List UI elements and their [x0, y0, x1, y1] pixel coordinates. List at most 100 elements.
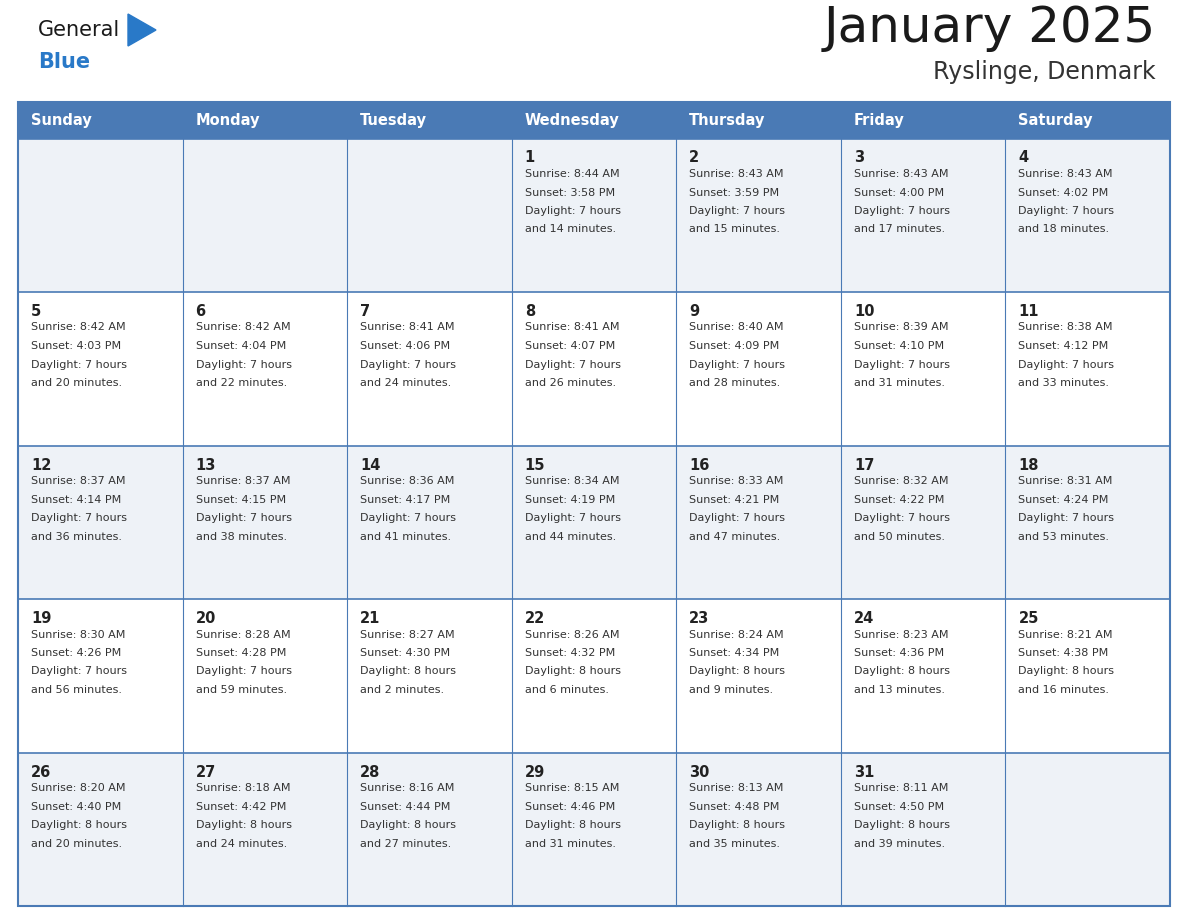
Text: and 13 minutes.: and 13 minutes.	[854, 685, 944, 695]
Text: Sunrise: 8:27 AM: Sunrise: 8:27 AM	[360, 630, 455, 640]
Text: Daylight: 7 hours: Daylight: 7 hours	[196, 513, 291, 523]
Text: Sunrise: 8:26 AM: Sunrise: 8:26 AM	[525, 630, 619, 640]
Text: Monday: Monday	[196, 113, 260, 128]
Text: Sunset: 4:02 PM: Sunset: 4:02 PM	[1018, 187, 1108, 197]
Text: 26: 26	[31, 765, 51, 779]
Text: Sunrise: 8:42 AM: Sunrise: 8:42 AM	[196, 322, 290, 332]
Bar	[18, 102, 1170, 906]
Text: Sunday: Sunday	[31, 113, 91, 128]
Text: and 17 minutes.: and 17 minutes.	[854, 225, 944, 234]
Bar	[18, 292, 1170, 445]
Text: Daylight: 7 hours: Daylight: 7 hours	[854, 513, 950, 523]
Bar	[18, 102, 1170, 139]
Text: and 24 minutes.: and 24 minutes.	[196, 838, 286, 848]
Text: and 33 minutes.: and 33 minutes.	[1018, 378, 1110, 388]
Text: and 22 minutes.: and 22 minutes.	[196, 378, 286, 388]
Bar	[18, 139, 1170, 292]
Text: 20: 20	[196, 611, 216, 626]
Text: 28: 28	[360, 765, 380, 779]
Text: and 38 minutes.: and 38 minutes.	[196, 532, 286, 542]
Text: and 31 minutes.: and 31 minutes.	[525, 838, 615, 848]
Text: and 31 minutes.: and 31 minutes.	[854, 378, 944, 388]
Text: and 41 minutes.: and 41 minutes.	[360, 532, 451, 542]
Text: Daylight: 7 hours: Daylight: 7 hours	[525, 206, 620, 216]
Text: 24: 24	[854, 611, 874, 626]
Text: Sunrise: 8:36 AM: Sunrise: 8:36 AM	[360, 476, 455, 486]
Text: Sunset: 4:07 PM: Sunset: 4:07 PM	[525, 341, 615, 351]
Text: Daylight: 7 hours: Daylight: 7 hours	[525, 513, 620, 523]
Text: Sunrise: 8:33 AM: Sunrise: 8:33 AM	[689, 476, 784, 486]
Text: 31: 31	[854, 765, 874, 779]
Text: Sunset: 4:17 PM: Sunset: 4:17 PM	[360, 495, 450, 505]
Text: Sunset: 4:42 PM: Sunset: 4:42 PM	[196, 801, 286, 812]
Text: and 20 minutes.: and 20 minutes.	[31, 838, 122, 848]
Text: 16: 16	[689, 457, 709, 473]
Bar	[18, 599, 1170, 753]
Text: Tuesday: Tuesday	[360, 113, 428, 128]
Text: Sunset: 4:48 PM: Sunset: 4:48 PM	[689, 801, 779, 812]
Text: 9: 9	[689, 304, 700, 319]
Text: Daylight: 7 hours: Daylight: 7 hours	[360, 513, 456, 523]
Text: and 15 minutes.: and 15 minutes.	[689, 225, 781, 234]
Text: Sunrise: 8:39 AM: Sunrise: 8:39 AM	[854, 322, 948, 332]
Text: and 16 minutes.: and 16 minutes.	[1018, 685, 1110, 695]
Text: Sunrise: 8:37 AM: Sunrise: 8:37 AM	[196, 476, 290, 486]
Text: Daylight: 7 hours: Daylight: 7 hours	[854, 360, 950, 370]
Text: Sunrise: 8:41 AM: Sunrise: 8:41 AM	[360, 322, 455, 332]
Text: Sunset: 4:10 PM: Sunset: 4:10 PM	[854, 341, 944, 351]
Text: Daylight: 8 hours: Daylight: 8 hours	[854, 820, 950, 830]
Text: Daylight: 8 hours: Daylight: 8 hours	[689, 666, 785, 677]
Text: 22: 22	[525, 611, 545, 626]
Text: and 6 minutes.: and 6 minutes.	[525, 685, 608, 695]
Text: Sunrise: 8:38 AM: Sunrise: 8:38 AM	[1018, 322, 1113, 332]
Text: Sunrise: 8:37 AM: Sunrise: 8:37 AM	[31, 476, 126, 486]
Text: Sunset: 4:22 PM: Sunset: 4:22 PM	[854, 495, 944, 505]
Text: Daylight: 7 hours: Daylight: 7 hours	[31, 513, 127, 523]
Text: and 28 minutes.: and 28 minutes.	[689, 378, 781, 388]
Text: 7: 7	[360, 304, 371, 319]
Text: and 24 minutes.: and 24 minutes.	[360, 378, 451, 388]
Text: and 53 minutes.: and 53 minutes.	[1018, 532, 1110, 542]
Text: Daylight: 7 hours: Daylight: 7 hours	[525, 360, 620, 370]
Text: Sunrise: 8:24 AM: Sunrise: 8:24 AM	[689, 630, 784, 640]
Text: Daylight: 7 hours: Daylight: 7 hours	[1018, 513, 1114, 523]
Text: 8: 8	[525, 304, 535, 319]
Text: 13: 13	[196, 457, 216, 473]
Text: Friday: Friday	[854, 113, 904, 128]
Text: Daylight: 7 hours: Daylight: 7 hours	[689, 513, 785, 523]
Text: Daylight: 7 hours: Daylight: 7 hours	[1018, 206, 1114, 216]
Text: 21: 21	[360, 611, 380, 626]
Text: Sunrise: 8:11 AM: Sunrise: 8:11 AM	[854, 783, 948, 793]
Text: Daylight: 7 hours: Daylight: 7 hours	[196, 666, 291, 677]
Text: Sunrise: 8:43 AM: Sunrise: 8:43 AM	[854, 169, 948, 179]
Text: and 47 minutes.: and 47 minutes.	[689, 532, 781, 542]
Text: and 44 minutes.: and 44 minutes.	[525, 532, 615, 542]
Text: Daylight: 8 hours: Daylight: 8 hours	[689, 820, 785, 830]
Text: Sunrise: 8:20 AM: Sunrise: 8:20 AM	[31, 783, 126, 793]
Text: Sunrise: 8:32 AM: Sunrise: 8:32 AM	[854, 476, 948, 486]
Text: 30: 30	[689, 765, 709, 779]
Text: 14: 14	[360, 457, 380, 473]
Polygon shape	[128, 14, 156, 46]
Text: Daylight: 7 hours: Daylight: 7 hours	[360, 360, 456, 370]
Text: Sunset: 4:06 PM: Sunset: 4:06 PM	[360, 341, 450, 351]
Text: 17: 17	[854, 457, 874, 473]
Text: Daylight: 8 hours: Daylight: 8 hours	[854, 666, 950, 677]
Text: Sunrise: 8:44 AM: Sunrise: 8:44 AM	[525, 169, 619, 179]
Bar	[18, 445, 1170, 599]
Text: 25: 25	[1018, 611, 1038, 626]
Text: January 2025: January 2025	[823, 4, 1156, 52]
Text: and 39 minutes.: and 39 minutes.	[854, 838, 944, 848]
Text: Sunset: 4:46 PM: Sunset: 4:46 PM	[525, 801, 615, 812]
Text: 29: 29	[525, 765, 545, 779]
Text: 12: 12	[31, 457, 51, 473]
Text: Ryslinge, Denmark: Ryslinge, Denmark	[934, 60, 1156, 84]
Text: Sunrise: 8:40 AM: Sunrise: 8:40 AM	[689, 322, 784, 332]
Text: 2: 2	[689, 151, 700, 165]
Text: Sunset: 4:21 PM: Sunset: 4:21 PM	[689, 495, 779, 505]
Text: Daylight: 7 hours: Daylight: 7 hours	[689, 360, 785, 370]
Text: and 2 minutes.: and 2 minutes.	[360, 685, 444, 695]
Text: and 14 minutes.: and 14 minutes.	[525, 225, 615, 234]
Text: 10: 10	[854, 304, 874, 319]
Text: Sunset: 4:26 PM: Sunset: 4:26 PM	[31, 648, 121, 658]
